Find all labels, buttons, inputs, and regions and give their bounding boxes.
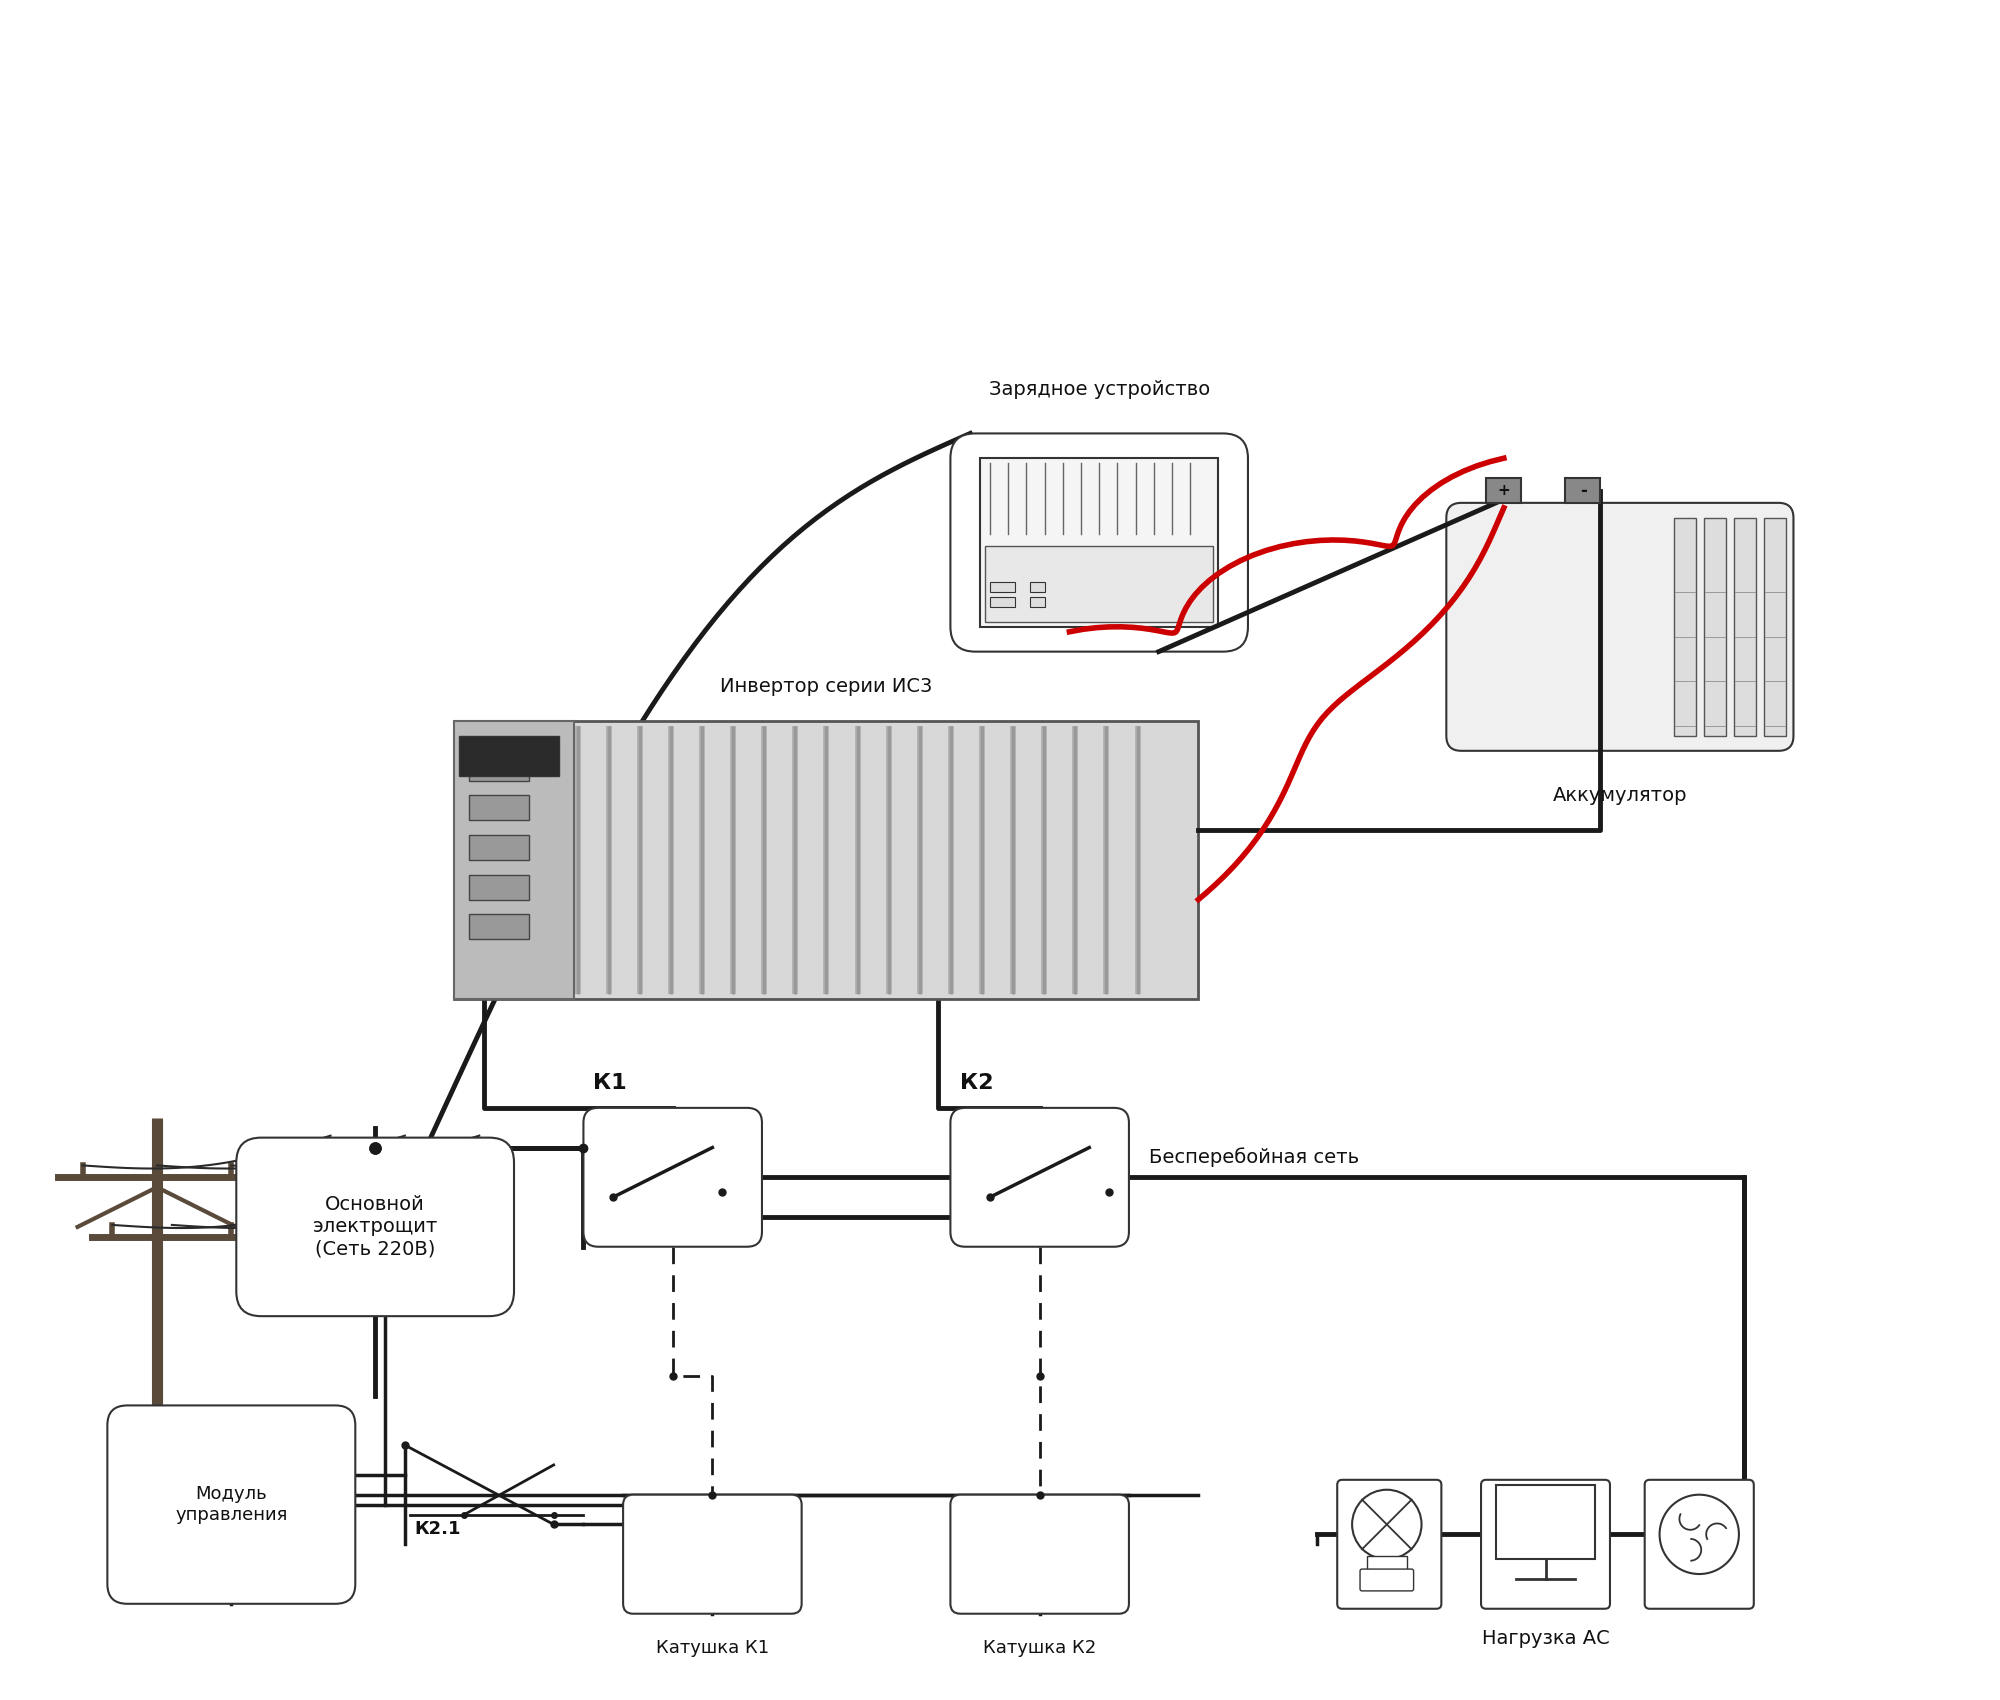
FancyBboxPatch shape	[1482, 1479, 1610, 1608]
Bar	[1764, 518, 1786, 736]
Text: +: +	[1498, 483, 1510, 498]
Bar	[470, 915, 528, 940]
FancyBboxPatch shape	[584, 1108, 762, 1246]
Text: Нагрузка АС: Нагрузка АС	[1482, 1629, 1610, 1647]
Bar	[1496, 1484, 1596, 1559]
Text: Инвертор серии ИС3: Инвертор серии ИС3	[720, 677, 932, 697]
Text: Бесперебойная сеть: Бесперебойная сеть	[1148, 1148, 1358, 1168]
Circle shape	[1352, 1489, 1422, 1559]
Bar	[470, 796, 528, 819]
Bar	[454, 721, 1198, 1000]
Bar	[470, 876, 528, 899]
FancyBboxPatch shape	[1446, 503, 1794, 751]
Bar	[1566, 478, 1600, 503]
Bar	[1704, 518, 1726, 736]
Text: Катушка К1: Катушка К1	[656, 1639, 768, 1656]
Text: Зарядное устройство: Зарядное устройство	[988, 379, 1210, 400]
FancyBboxPatch shape	[1360, 1569, 1414, 1591]
Bar	[1486, 478, 1520, 503]
Circle shape	[1660, 1494, 1738, 1574]
Bar	[986, 546, 1214, 622]
Bar	[990, 581, 1014, 592]
Bar	[1030, 581, 1044, 592]
Bar	[1030, 597, 1044, 607]
Bar	[980, 459, 1218, 627]
Bar	[990, 597, 1014, 607]
Text: -: -	[1580, 483, 1586, 500]
Text: К1: К1	[594, 1073, 626, 1093]
Text: Аккумулятор: Аккумулятор	[1552, 785, 1688, 804]
Bar	[470, 835, 528, 860]
Bar	[1674, 518, 1696, 736]
FancyBboxPatch shape	[1338, 1479, 1442, 1608]
Text: К2: К2	[960, 1073, 994, 1093]
FancyBboxPatch shape	[624, 1494, 802, 1613]
Bar	[1734, 518, 1756, 736]
Bar	[1366, 1556, 1406, 1576]
Text: Катушка К2: Катушка К2	[984, 1639, 1096, 1656]
Text: Основной
электрощит
(Сеть 220В): Основной электрощит (Сеть 220В)	[312, 1195, 438, 1258]
FancyBboxPatch shape	[236, 1137, 514, 1316]
FancyBboxPatch shape	[108, 1406, 356, 1603]
Text: Модуль
управления: Модуль управления	[176, 1486, 288, 1523]
Bar	[470, 756, 528, 780]
FancyBboxPatch shape	[950, 434, 1248, 651]
Bar	[454, 721, 574, 1000]
FancyBboxPatch shape	[950, 1494, 1128, 1613]
Bar	[460, 736, 558, 775]
FancyBboxPatch shape	[1644, 1479, 1754, 1608]
Text: К2.1: К2.1	[414, 1520, 462, 1538]
FancyBboxPatch shape	[950, 1108, 1128, 1246]
